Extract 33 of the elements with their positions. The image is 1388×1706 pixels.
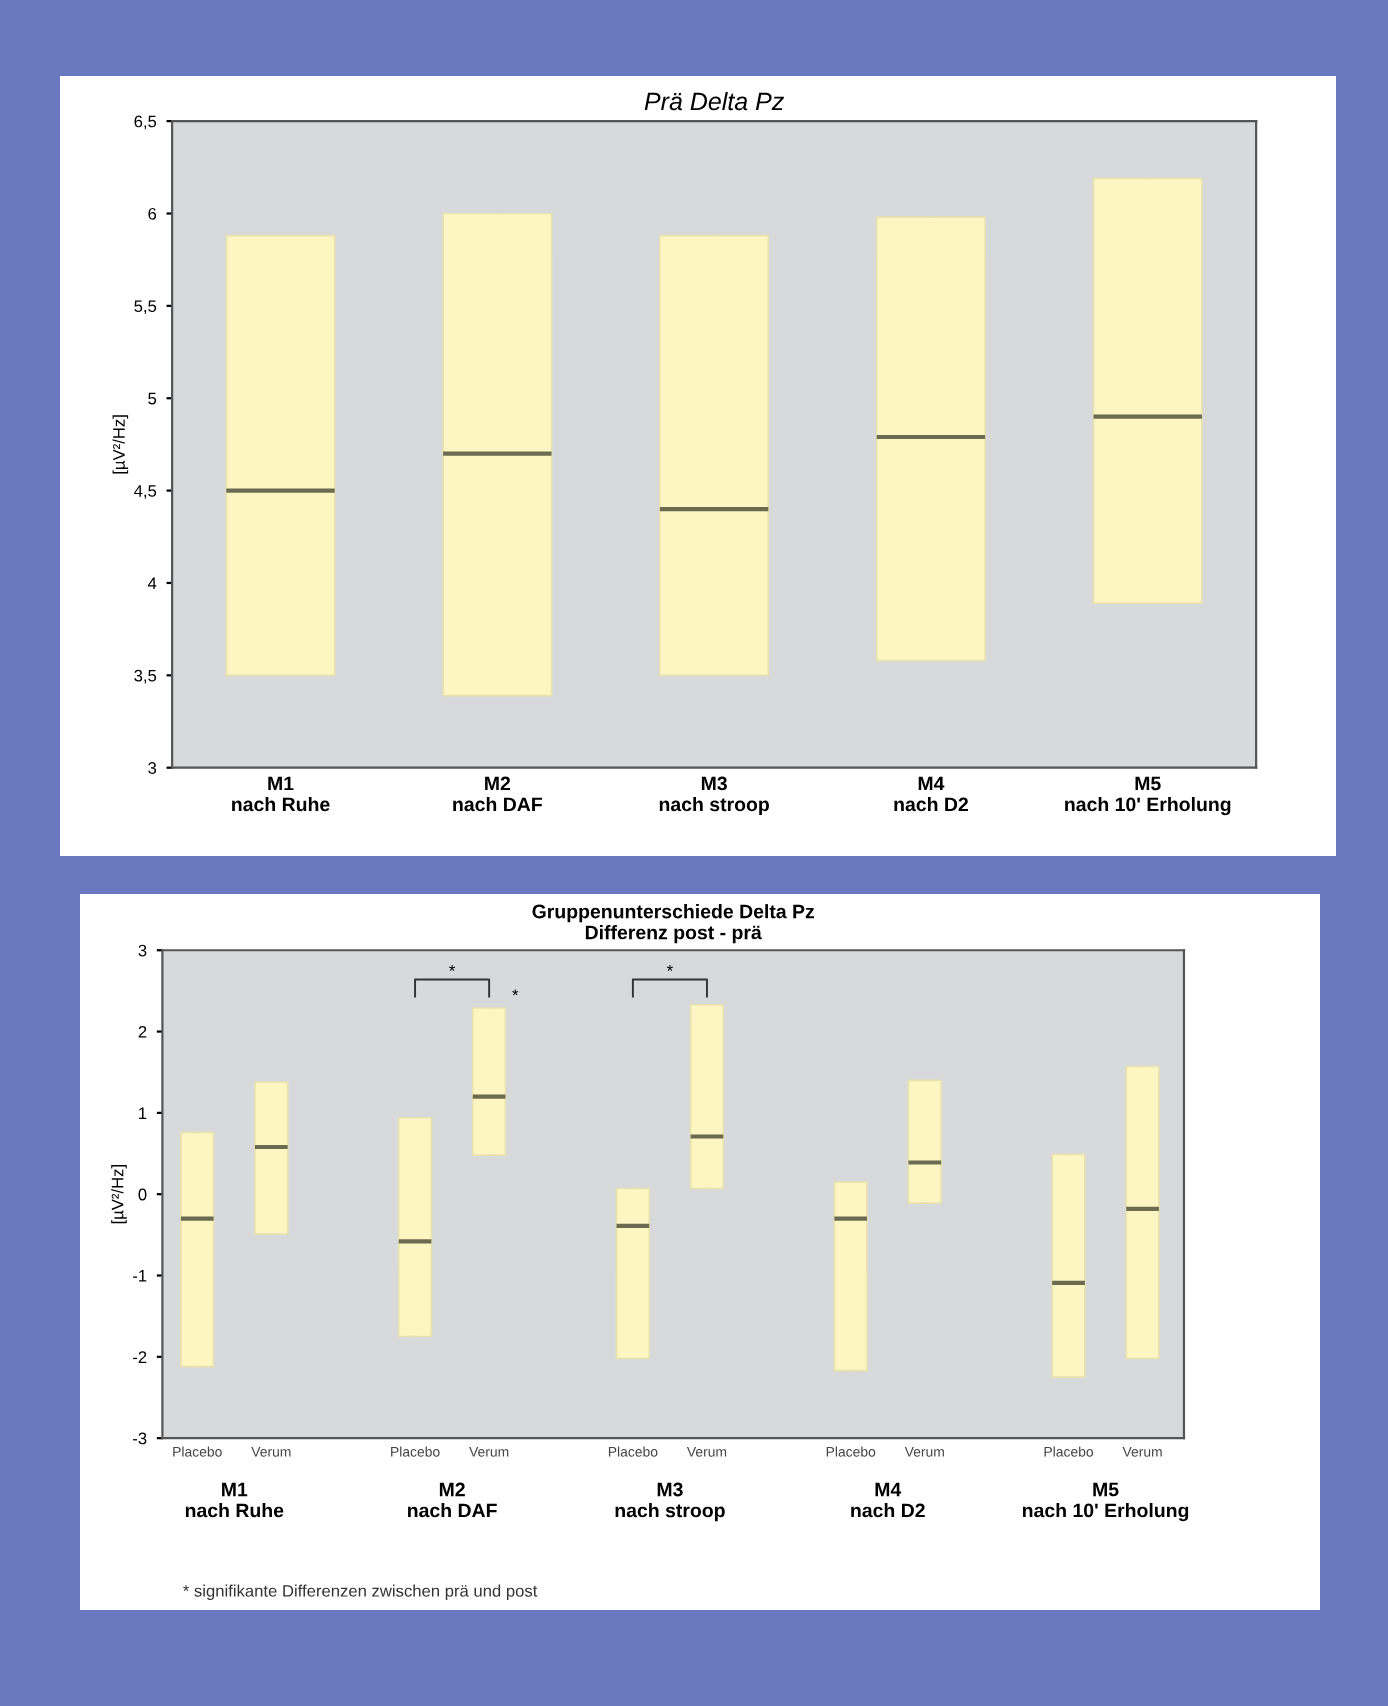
x-tick-label: M3 nach stroop (659, 776, 769, 816)
y-tick-label: 3 (148, 762, 157, 774)
x-tick-label: M2 nach DAF (453, 776, 542, 812)
y-tick-label: 5,5 (134, 300, 157, 315)
text: M3 nach stroop (615, 1482, 725, 1522)
x-tick-label: M1 nach Ruhe (232, 776, 330, 812)
chart-title: Gruppenunterschiede Delta Pz Differenz post - prä (532, 904, 815, 944)
y-tick-label: 5 (148, 392, 157, 405)
y-axis-title: [µV²/Hz] (112, 415, 129, 474)
y-tick-label: 3 (138, 944, 147, 957)
y-tick-label: 3,5 (134, 669, 157, 684)
y-tick-label: -2 (133, 1351, 147, 1363)
chart-title: Prä Delta Pz (644, 91, 784, 111)
text: M1 nach Ruhe (185, 1482, 284, 1518)
annotation: * (449, 965, 456, 971)
y-tick-label: 2 (138, 1025, 147, 1038)
y-tick-label: -3 (133, 1432, 147, 1445)
text: M5 nach 10' Erholung (1022, 1482, 1189, 1522)
y-tick-label: 6,5 (134, 115, 157, 130)
x-tick-label: M4 nach D2 (894, 776, 968, 812)
y-tick-label: 4,5 (134, 485, 157, 499)
y-tick-label: 4 (147, 577, 157, 589)
y-tick-label: 0 (138, 1188, 147, 1201)
annotation: * (666, 965, 673, 971)
annotation: * (512, 989, 519, 996)
x-tick-label: M5 nach 10' Erholung (1065, 776, 1231, 816)
text: M4 nach D2 (851, 1482, 925, 1518)
text: M2 nach DAF (408, 1482, 497, 1518)
y-axis-title: [µV²/Hz] (111, 1165, 127, 1224)
y-tick-label: 1 (139, 1107, 147, 1119)
y-tick-label: 6 (148, 207, 157, 220)
y-tick-label: -1 (133, 1270, 147, 1282)
text: * signifikante Differenzen zwischen prä und post (183, 1584, 538, 1601)
